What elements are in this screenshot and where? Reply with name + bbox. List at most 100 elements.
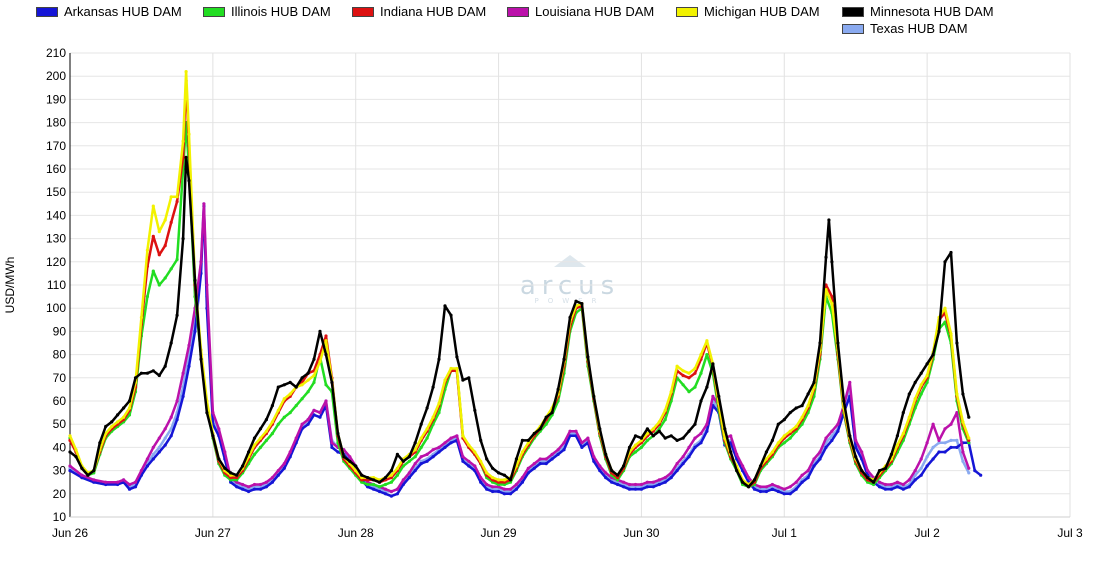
data-point (520, 438, 525, 442)
data-point (580, 445, 584, 449)
data-point (860, 450, 864, 454)
data-point (151, 204, 155, 208)
data-point (157, 283, 161, 287)
legend-item-minnesota-hub-dam[interactable]: Minnesota HUB DAM (842, 4, 994, 19)
data-point (675, 462, 679, 466)
data-point (127, 399, 132, 403)
data-point (497, 485, 501, 489)
data-point (157, 445, 161, 449)
data-point (735, 452, 739, 456)
data-point (377, 485, 382, 489)
y-tick-label: 120 (46, 255, 66, 269)
data-point (502, 492, 507, 496)
data-point (830, 302, 834, 306)
data-point (907, 415, 911, 419)
data-point (247, 489, 251, 494)
data-point (764, 450, 769, 454)
data-point (151, 269, 155, 273)
data-point (967, 441, 971, 445)
data-point (729, 434, 733, 438)
data-point (854, 455, 858, 459)
data-point (669, 434, 673, 438)
data-point (294, 404, 298, 408)
data-point (217, 427, 221, 431)
data-point (473, 450, 477, 454)
data-point (300, 422, 304, 426)
data-point (413, 462, 417, 466)
legend-item-illinois-hub-dam[interactable]: Illinois HUB DAM (203, 4, 331, 19)
data-point (681, 436, 685, 440)
data-point (705, 429, 709, 433)
data-point (592, 394, 596, 398)
data-point (633, 482, 638, 487)
data-point (693, 371, 697, 375)
data-point (377, 480, 382, 484)
data-point (520, 450, 525, 454)
data-point (967, 415, 971, 419)
legend-item-arkansas-hub-dam[interactable]: Arkansas HUB DAM (36, 4, 182, 19)
data-point (907, 485, 911, 489)
data-point (931, 445, 935, 449)
data-point (526, 466, 530, 470)
data-point (961, 459, 965, 463)
data-point (235, 473, 239, 477)
data-point (937, 329, 941, 333)
data-point (925, 362, 929, 366)
y-tick-label: 30 (53, 464, 67, 478)
data-point (622, 480, 626, 484)
data-point (782, 441, 786, 445)
legend-item-indiana-hub-dam[interactable]: Indiana HUB DAM (352, 4, 486, 19)
data-point (127, 413, 132, 417)
data-point (80, 466, 84, 470)
data-point (622, 485, 626, 489)
watermark-text: arcus (519, 271, 621, 301)
data-point (705, 353, 709, 357)
data-point (901, 431, 905, 436)
data-point (919, 466, 923, 470)
data-point (877, 485, 882, 489)
data-point (675, 438, 679, 442)
data-point (491, 485, 495, 489)
data-point (955, 341, 959, 345)
data-point (229, 478, 233, 482)
data-point (931, 422, 935, 426)
data-point (633, 434, 638, 438)
data-point (497, 482, 501, 487)
series-points-minnesota-hub-dam (68, 155, 971, 489)
y-axis-label: USD/MWh (3, 257, 17, 314)
legend-item-michigan-hub-dam[interactable]: Michigan HUB DAM (676, 4, 820, 19)
data-point (366, 476, 370, 480)
data-point (116, 482, 120, 487)
data-point (919, 371, 923, 375)
data-point (169, 267, 173, 271)
y-tick-label: 200 (46, 69, 66, 83)
data-point (324, 334, 328, 338)
data-point (431, 385, 435, 389)
data-point (330, 380, 334, 384)
data-point (181, 237, 185, 241)
data-point (532, 466, 536, 470)
data-point (514, 487, 519, 491)
data-point (770, 482, 775, 487)
data-point (467, 464, 471, 468)
data-point (657, 427, 661, 431)
data-point (580, 441, 584, 445)
data-point (830, 295, 834, 299)
data-point (711, 362, 715, 366)
legend-item-louisiana-hub-dam[interactable]: Louisiana HUB DAM (507, 4, 654, 19)
data-point (657, 429, 661, 433)
legend-item-texas-hub-dam[interactable]: Texas HUB DAM (842, 21, 968, 36)
data-point (806, 476, 810, 480)
data-point (479, 459, 483, 463)
data-point (270, 431, 274, 436)
data-point (151, 234, 155, 238)
data-point (449, 366, 453, 371)
data-point (669, 471, 673, 475)
data-point (270, 404, 274, 408)
data-point (758, 485, 763, 489)
data-point (110, 420, 114, 424)
data-point (282, 466, 286, 470)
data-point (955, 411, 959, 415)
data-point (461, 378, 465, 382)
data-point (604, 476, 608, 480)
